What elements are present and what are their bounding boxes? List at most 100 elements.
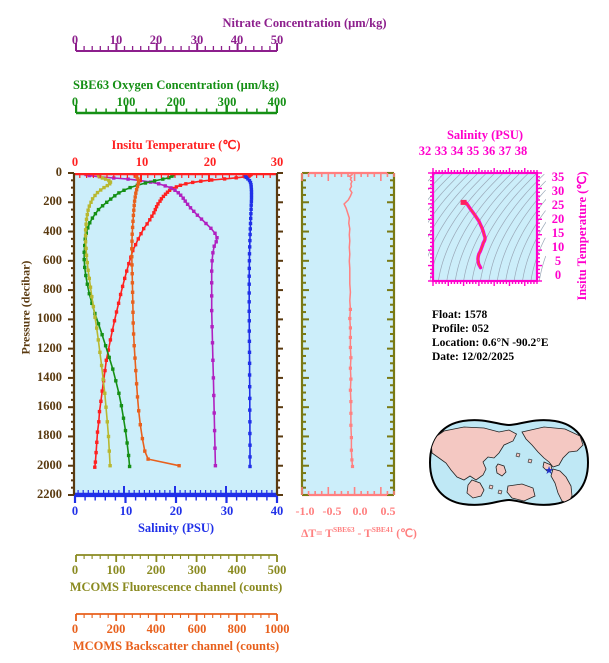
delta-t-svg xyxy=(302,173,394,495)
pressure-tick-labels: 0 200 400 600 800 1000 1200 1400 1600 1800 2000 220… xyxy=(14,165,66,502)
temperature-tick-1: 10 xyxy=(135,155,149,169)
oxygen-tick-3: 300 xyxy=(217,95,237,109)
nitrate-tick-labels: 0 10 20 30 40 50 xyxy=(0,33,609,49)
main-right-spine-svg xyxy=(275,172,283,496)
backscatter-tick-1: 200 xyxy=(106,622,126,636)
delta-t-title-minus: - T xyxy=(354,527,372,540)
backscatter-axis xyxy=(75,612,278,624)
delta-t-series xyxy=(343,173,355,469)
fluorescence-axis xyxy=(75,553,278,565)
backscatter-tick-5: 1000 xyxy=(264,622,290,636)
nitrate-tick-3: 30 xyxy=(190,33,204,47)
backscatter-tick-labels: 0 200 400 600 800 1000 xyxy=(0,622,609,638)
delta-t-title-sup2: SBE41 xyxy=(371,525,394,534)
delta-t-title-units: (℃) xyxy=(393,527,417,540)
pressure-axis xyxy=(67,168,77,502)
ts-salinity-tick-5: 37 xyxy=(498,144,512,158)
pressure-tick-4: 800 xyxy=(43,282,62,297)
temperature-tick-labels: 0 10 20 30 xyxy=(0,155,609,171)
ts-temp-tick-4: 15 xyxy=(551,226,565,240)
oxygen-tick-labels: 0 100 200 300 400 xyxy=(0,95,609,111)
fluorescence-tick-3: 300 xyxy=(187,563,207,577)
ts-salinity-tick-4: 36 xyxy=(482,144,496,158)
fluorescence-tick-labels: 0 100 200 300 400 500 xyxy=(0,563,609,579)
main-profile-svg xyxy=(73,173,277,495)
ts-temperature-axis-title: Insitu Temperature (℃) xyxy=(574,166,590,306)
pressure-tick-6: 1200 xyxy=(37,340,62,355)
delta-t-tick-0: -1.0 xyxy=(295,504,315,518)
delta-t-tick-1: -0.5 xyxy=(322,504,342,518)
fluorescence-tick-1: 100 xyxy=(106,563,126,577)
pressure-tick-2: 400 xyxy=(43,223,62,238)
fluorescence-axis-svg xyxy=(75,554,278,562)
ts-salinity-tick-6: 38 xyxy=(514,144,528,158)
backscatter-tick-2: 400 xyxy=(146,622,166,636)
fluorescence-tick-4: 400 xyxy=(227,563,247,577)
oxygen-axis-title-text: SBE63 Oxygen Concentration (μm/kg) xyxy=(72,78,280,92)
fluorescence-axis-title: MCOMS Fluorescence channel (counts) xyxy=(0,580,352,595)
salinity-tick-1: 10 xyxy=(119,504,133,518)
ts-temp-tick-5: 10 xyxy=(551,240,565,254)
delta-t-frame-svg xyxy=(300,171,396,497)
ts-salinity-title-text: Salinity (PSU) xyxy=(446,128,524,142)
ts-temp-tick-0: 35 xyxy=(551,170,565,184)
fluorescence-tick-0: 0 xyxy=(71,563,79,577)
temperature-axis-title-text: Insitu Temperature (℃) xyxy=(111,138,241,152)
nitrate-tick-4: 40 xyxy=(230,33,244,47)
nitrate-axis-title-text: Nitrate Concentration (μm/kg) xyxy=(222,16,387,30)
date-line: Date: 12/02/2025 xyxy=(432,351,515,363)
ts-temp-tick-1: 30 xyxy=(551,184,565,198)
temperature-axis-title: Insitu Temperature (℃) xyxy=(0,137,352,153)
ts-temp-tick-7: 0 xyxy=(554,268,562,282)
ts-temperature-title-text: Insitu Temperature (℃) xyxy=(575,171,589,301)
delta-t-frame xyxy=(296,168,400,502)
pressure-tick-8: 1600 xyxy=(37,399,62,414)
salinity-tick-2: 20 xyxy=(169,504,183,518)
ts-salinity-axis-title: Salinity (PSU) xyxy=(418,128,552,143)
backscatter-axis-title-text: MCOMS Backscatter channel (counts) xyxy=(72,639,280,653)
delta-t-panel xyxy=(302,173,394,495)
nitrate-tick-5: 50 xyxy=(270,33,284,47)
pressure-tick-5: 1000 xyxy=(37,311,62,326)
nitrate-axis-title: Nitrate Concentration (μm/kg) xyxy=(0,16,609,31)
float-info: Float: 1578 Profile: 052 Location: 0.6°N… xyxy=(432,308,602,364)
nitrate-tick-1: 10 xyxy=(109,33,123,47)
salinity-tick-labels: 0 10 20 30 40 xyxy=(0,504,609,520)
salinity-axis-title-text: Salinity (PSU) xyxy=(137,521,215,535)
fluorescence-axis-title-text: MCOMS Fluorescence channel (counts) xyxy=(69,580,283,594)
ts-salinity-tick-0: 32 xyxy=(418,144,432,158)
world-map-svg: ★ xyxy=(428,419,590,506)
ts-temp-tick-3: 20 xyxy=(551,212,565,226)
nitrate-tick-2: 20 xyxy=(149,33,163,47)
ts-salinity-tick-labels: 32 33 34 35 36 37 38 xyxy=(418,144,552,160)
backscatter-tick-4: 800 xyxy=(227,622,247,636)
fluorescence-tick-5: 500 xyxy=(267,563,287,577)
ts-diagram-svg xyxy=(428,168,546,286)
ts-temperature-tick-labels: 35 30 25 20 15 10 5 0 xyxy=(546,166,572,296)
map-landmasses xyxy=(430,426,584,504)
series-backscatter xyxy=(130,173,181,468)
isopycnal-lines xyxy=(428,173,546,282)
delta-t-tick-labels: -1.0 -0.5 0.0 0.5 xyxy=(290,504,420,520)
ts-salinity-tick-1: 33 xyxy=(434,144,448,158)
delta-t-title-lead: ΔT= T xyxy=(301,527,333,540)
world-locator-map: ★ xyxy=(424,410,594,515)
oxygen-tick-0: 0 xyxy=(71,95,79,109)
salinity-axis-title: Salinity (PSU) xyxy=(0,521,352,536)
main-panel-background xyxy=(73,173,277,495)
delta-t-tick-3: 0.5 xyxy=(380,504,396,518)
salinity-axis-svg xyxy=(73,494,279,503)
oxygen-tick-1: 100 xyxy=(116,95,136,109)
backscatter-tick-0: 0 xyxy=(71,622,79,636)
temperature-tick-2: 20 xyxy=(203,155,217,169)
delta-t-background xyxy=(302,173,394,495)
oxygen-axis xyxy=(75,95,278,120)
delta-t-title-sup1: SBE63 xyxy=(332,525,355,534)
salinity-tick-4: 40 xyxy=(270,504,284,518)
backscatter-axis-svg xyxy=(75,613,278,621)
delta-t-axis-title: ΔT= TSBE63 - TSBE41 (℃) xyxy=(284,525,434,540)
oxygen-axis-title: SBE63 Oxygen Concentration (μm/kg) xyxy=(0,78,352,93)
ts-diagram xyxy=(428,166,546,290)
ts-ticks xyxy=(428,168,542,286)
nitrate-axis-svg xyxy=(75,43,278,52)
